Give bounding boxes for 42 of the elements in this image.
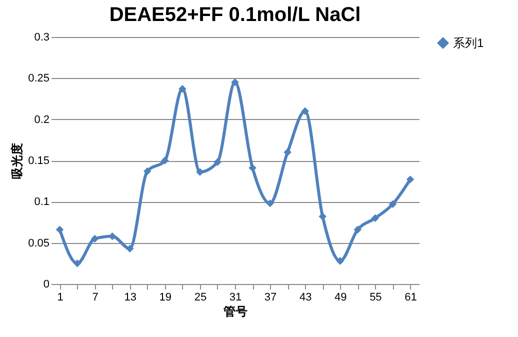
x-tick-label: 13 xyxy=(124,292,136,304)
point xyxy=(406,176,414,184)
point xyxy=(231,78,239,86)
y-tick-label: 0.3 xyxy=(34,32,50,44)
point xyxy=(126,244,134,252)
point xyxy=(388,200,397,208)
x-tick-label: 61 xyxy=(404,292,417,304)
point xyxy=(90,234,99,243)
point xyxy=(161,156,169,164)
y-tick-label: 0.15 xyxy=(28,155,50,167)
x-tick-label: 1 xyxy=(57,292,64,304)
chart-title: DEAE52+FF 0.1mol/L NaCl xyxy=(109,4,361,26)
x-tick-label: 7 xyxy=(92,292,98,304)
point xyxy=(178,84,186,93)
point xyxy=(354,226,362,234)
point xyxy=(318,212,326,220)
x-tick-label: 49 xyxy=(334,292,347,304)
x-tick-label: 25 xyxy=(194,292,207,304)
y-tick-label: 0.05 xyxy=(28,237,50,250)
point xyxy=(301,107,309,115)
x-tick-label: 55 xyxy=(370,292,382,304)
point xyxy=(196,168,204,176)
point xyxy=(284,148,292,156)
y-tick-label: 0.25 xyxy=(28,72,50,85)
point xyxy=(214,158,222,166)
point xyxy=(73,260,82,268)
point xyxy=(336,257,344,265)
x-axis-title: 管号 xyxy=(222,304,248,318)
x-tick-label: 31 xyxy=(229,292,242,304)
y-tick-label: 0.1 xyxy=(34,196,50,208)
point xyxy=(144,167,152,176)
y-axis-title: 吸光度 xyxy=(10,143,24,179)
x-tick-label: 37 xyxy=(264,292,277,304)
y-tick-label: 0 xyxy=(43,278,50,290)
legend-label: 系列1 xyxy=(453,36,484,50)
point xyxy=(56,226,64,234)
y-tick-label: 0.2 xyxy=(34,114,50,126)
x-tick-label: 19 xyxy=(159,292,172,304)
x-tick-label: 43 xyxy=(299,292,312,304)
point xyxy=(248,164,256,172)
point xyxy=(266,199,274,208)
point xyxy=(371,214,380,222)
